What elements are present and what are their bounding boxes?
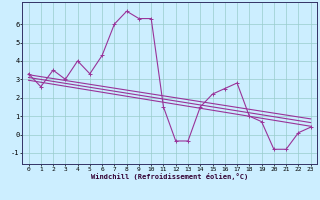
X-axis label: Windchill (Refroidissement éolien,°C): Windchill (Refroidissement éolien,°C) — [91, 173, 248, 180]
